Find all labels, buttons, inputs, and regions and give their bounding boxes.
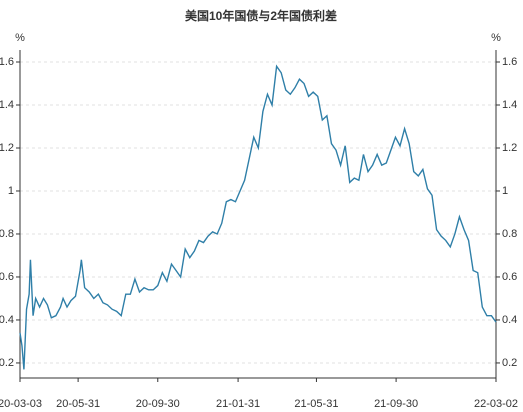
y-tick-label: 0.6 [0,271,14,283]
x-tick-label: 20-09-30 [136,398,180,410]
y-tick-label: 1 [8,185,14,197]
x-tick-label: 20-03-03 [0,398,42,410]
line-series [19,64,497,370]
y-tick-label: 1.4 [0,99,14,111]
y-tick-label: 0.2 [0,357,14,369]
y2-unit: % [491,32,501,44]
y-unit: % [15,32,25,44]
x-tick-label: 21-05-31 [294,398,338,410]
y-tick-label: 1.6 [0,56,14,68]
y-tick-label: 1.2 [0,142,14,154]
y2-tick-label: 0.6 [502,271,517,283]
y2-tick-label: 1.6 [502,56,517,68]
x-tick-label: 21-01-31 [216,398,260,410]
y2-tick-label: 0.8 [502,228,517,240]
y2-tick-label: 1.4 [502,99,517,111]
x-tick-label: 20-05-31 [56,398,100,410]
y2-tick-label: 0.4 [502,314,517,326]
y-tick-label: 0.8 [0,228,14,240]
chart-title: 美国10年国债与2年国债利差 [185,8,337,23]
y2-tick-label: 1.2 [502,142,517,154]
y2-tick-label: 1 [502,185,508,197]
x-tick-label: 22-03-02 [474,398,518,410]
y2-tick-label: 0.2 [502,357,517,369]
y-tick-label: 0.4 [0,314,14,326]
x-tick-label: 21-09-30 [374,398,418,410]
